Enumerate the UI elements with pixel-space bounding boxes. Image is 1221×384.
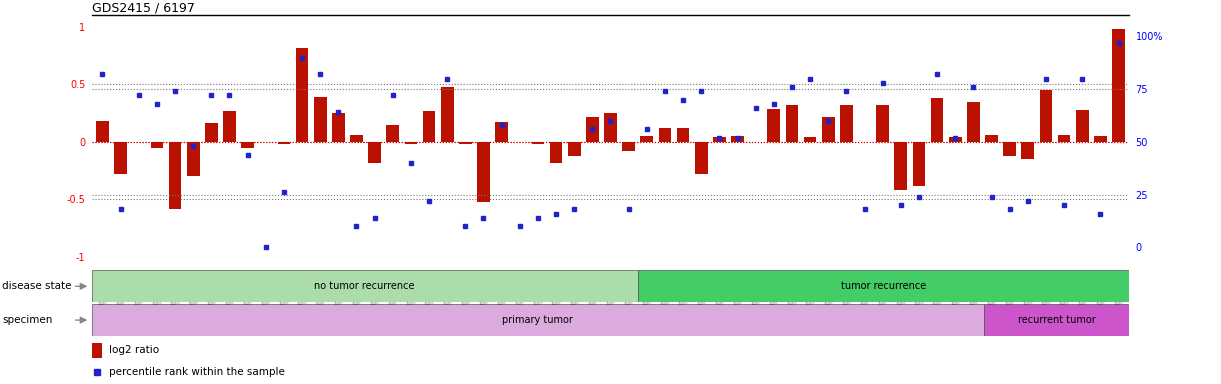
Bar <box>658 128 672 142</box>
Bar <box>332 113 344 142</box>
Bar <box>386 125 399 142</box>
Bar <box>205 124 217 142</box>
Bar <box>840 105 852 142</box>
Bar <box>92 343 103 358</box>
Bar <box>695 142 708 174</box>
Text: no tumor recurrence: no tumor recurrence <box>315 281 415 291</box>
Bar <box>930 98 944 142</box>
Bar <box>496 122 508 142</box>
Text: GDS2415 / 6197: GDS2415 / 6197 <box>92 1 194 14</box>
Bar <box>150 142 164 147</box>
Text: primary tumor: primary tumor <box>502 315 573 325</box>
Bar <box>223 111 236 142</box>
Bar <box>912 142 926 185</box>
Bar <box>1057 135 1071 142</box>
Bar <box>404 142 418 144</box>
Bar <box>277 142 291 144</box>
Bar <box>1076 110 1089 142</box>
Text: log2 ratio: log2 ratio <box>109 346 159 356</box>
Bar <box>295 48 309 142</box>
Bar <box>586 117 598 142</box>
Bar <box>967 102 979 142</box>
FancyBboxPatch shape <box>984 304 1129 336</box>
Bar <box>604 113 617 142</box>
Text: percentile rank within the sample: percentile rank within the sample <box>109 367 284 377</box>
Bar <box>422 111 436 142</box>
Bar <box>731 136 744 142</box>
FancyBboxPatch shape <box>637 270 1129 302</box>
Bar <box>1094 136 1106 142</box>
Bar <box>803 137 817 142</box>
Bar <box>531 142 545 144</box>
FancyBboxPatch shape <box>92 270 637 302</box>
Bar <box>477 142 490 202</box>
Bar <box>1022 142 1034 159</box>
Bar <box>168 142 182 209</box>
Bar <box>768 109 780 142</box>
Bar <box>785 105 799 142</box>
Bar <box>895 142 907 190</box>
Bar <box>623 142 635 151</box>
Bar <box>676 128 690 142</box>
Bar <box>641 136 653 142</box>
Bar <box>350 135 363 142</box>
Bar <box>459 142 471 144</box>
Bar <box>985 135 998 142</box>
Bar <box>314 97 326 142</box>
Bar <box>187 142 199 176</box>
Bar <box>369 142 381 162</box>
Bar <box>1039 90 1053 142</box>
Bar <box>115 142 127 174</box>
Bar <box>549 142 563 162</box>
FancyBboxPatch shape <box>92 304 984 336</box>
Text: recurrent tumor: recurrent tumor <box>1018 315 1095 325</box>
Text: tumor recurrence: tumor recurrence <box>841 281 927 291</box>
Bar <box>877 105 889 142</box>
Text: disease state: disease state <box>2 281 72 291</box>
Bar <box>949 137 962 142</box>
Bar <box>1112 29 1125 142</box>
Bar <box>568 142 580 156</box>
Text: specimen: specimen <box>2 315 53 325</box>
Bar <box>713 137 725 142</box>
Bar <box>1004 142 1016 156</box>
Bar <box>242 142 254 147</box>
Bar <box>822 117 835 142</box>
Bar <box>96 121 109 142</box>
Bar <box>441 87 453 142</box>
